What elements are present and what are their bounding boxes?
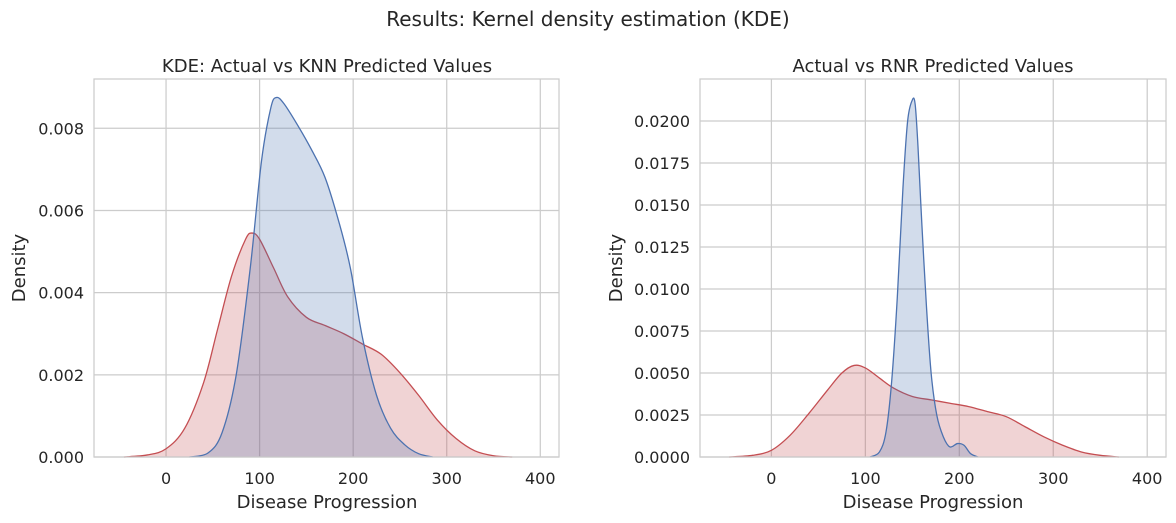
- knn-x-tick-label: 0: [161, 469, 171, 488]
- knn-predicted-density-fill: [189, 97, 433, 457]
- rnr-y-tick-label: 0.0025: [634, 406, 690, 425]
- knn-y-tick-label: 0.008: [38, 119, 84, 138]
- rnr-y-tick-label: 0.0200: [634, 112, 690, 131]
- rnr-y-tick-label: 0.0175: [634, 154, 690, 173]
- knn-actual-density-line: [123, 232, 513, 458]
- knn-y-tick-label: 0.004: [38, 284, 84, 303]
- knn-y-tick-label: 0.000: [38, 448, 84, 467]
- rnr-x-tick-label: 100: [850, 469, 881, 488]
- rnr-density-areas: [729, 97, 1120, 458]
- rnr-x-tick-label: 400: [1132, 469, 1163, 488]
- rnr-y-tick-label: 0.0100: [634, 280, 690, 299]
- rnr-y-tick-label: 0.0050: [634, 364, 690, 383]
- rnr-predicted-density-fill: [870, 98, 979, 458]
- rnr-tick-labels: 0 100 200 300 400 0.0000 0.0025 0.0050 0.0075 0.0…: [634, 112, 1162, 488]
- rnr-y-tick-label: 0.0125: [634, 238, 690, 257]
- rnr-predicted-density-line: [869, 97, 979, 458]
- knn-density-areas: [123, 96, 513, 458]
- rnr-kde-panel: Actual vs RNR Predicted Values 0 100 200 30…: [606, 56, 1167, 513]
- rnr-x-tick-label: 0: [766, 469, 776, 488]
- rnr-actual-density-fill: [729, 365, 1120, 457]
- rnr-gridlines: [700, 79, 1166, 458]
- rnr-x-tick-label: 300: [1038, 469, 1069, 488]
- rnr-plot-frame: [699, 78, 1167, 458]
- knn-y-tick-label: 0.006: [38, 201, 84, 220]
- rnr-y-axis-label: Density: [606, 233, 627, 302]
- knn-x-axis-label: Disease Progression: [237, 492, 418, 513]
- knn-x-tick-label: 100: [244, 469, 275, 488]
- knn-plot-frame: [93, 78, 560, 458]
- knn-tick-labels: 0 100 200 300 400 0.000 0.002 0.004 0.006 0.008: [38, 119, 555, 488]
- rnr-y-tick-label: 0.0000: [634, 448, 690, 467]
- knn-actual-density-fill: [123, 233, 513, 457]
- knn-x-tick-label: 400: [525, 469, 556, 488]
- rnr-x-axis-label: Disease Progression: [843, 492, 1024, 513]
- knn-x-tick-label: 200: [338, 469, 369, 488]
- rnr-actual-density-line: [729, 364, 1120, 458]
- figure-suptitle: Results: Kernel density estimation (KDE): [386, 7, 789, 31]
- rnr-x-tick-label: 200: [944, 469, 975, 488]
- knn-panel-title: KDE: Actual vs KNN Predicted Values: [162, 56, 492, 77]
- knn-y-tick-label: 0.002: [38, 366, 84, 385]
- knn-kde-panel: KDE: Actual vs KNN Predicted Values 0 100…: [9, 56, 560, 513]
- knn-x-tick-label: 300: [431, 469, 462, 488]
- rnr-y-tick-label: 0.0075: [634, 322, 690, 341]
- rnr-panel-title: Actual vs RNR Predicted Values: [792, 56, 1073, 77]
- rnr-y-tick-label: 0.0150: [634, 196, 690, 215]
- knn-predicted-density-line: [189, 96, 433, 458]
- knn-y-axis-label: Density: [9, 233, 30, 302]
